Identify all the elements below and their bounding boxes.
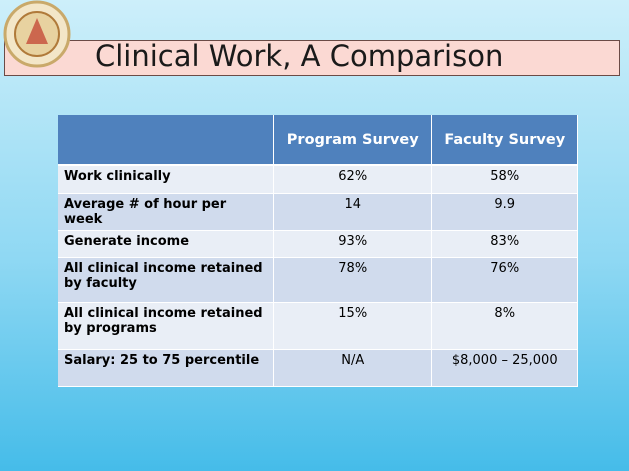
table-row: Average # of hour per week 14 9.9 [58,193,578,231]
row-label: Salary: 25 to 75 percentile [58,349,274,387]
logo-emblem [26,18,48,44]
row-label: Generate income [58,230,274,258]
cell-value: N/A [273,349,433,387]
row-label: Average # of hour per week [58,193,274,231]
table-row: All clinical income retained by faculty 7… [58,257,578,303]
cell-value: 76% [431,257,578,303]
cell-value: 83% [431,230,578,258]
cell-value: 78% [273,257,433,303]
table-row: Salary: 25 to 75 percentile N/A $8,000 – 2… [58,349,578,387]
logo [3,0,71,68]
table-row: Generate income 93% 83% [58,230,578,258]
column-header: Faculty Survey [431,115,578,166]
title-banner [4,40,620,76]
cell-value: 62% [273,165,433,194]
table-body: Work clinically 62% 58% Average # of hour p… [58,165,578,387]
column-header: Program Survey [273,115,433,166]
row-label: Work clinically [58,165,274,194]
cell-value: 15% [273,302,433,350]
cell-value: $8,000 – 25,000 [431,349,578,387]
comparison-table: Program Survey Faculty Survey Work clinic… [58,115,578,387]
table-row: All clinical income retained by programs… [58,302,578,350]
row-label: All clinical income retained by faculty [58,257,274,303]
header-row: Program Survey Faculty Survey [58,115,578,166]
header-corner [58,115,274,166]
cell-value: 8% [431,302,578,350]
row-label: All clinical income retained by programs [58,302,274,350]
cell-value: 14 [273,193,433,231]
table-row: Work clinically 62% 58% [58,165,578,194]
cell-value: 58% [431,165,578,194]
cell-value: 9.9 [431,193,578,231]
slide-title: Clinical Work, A Comparison [95,39,504,73]
cell-value: 93% [273,230,433,258]
